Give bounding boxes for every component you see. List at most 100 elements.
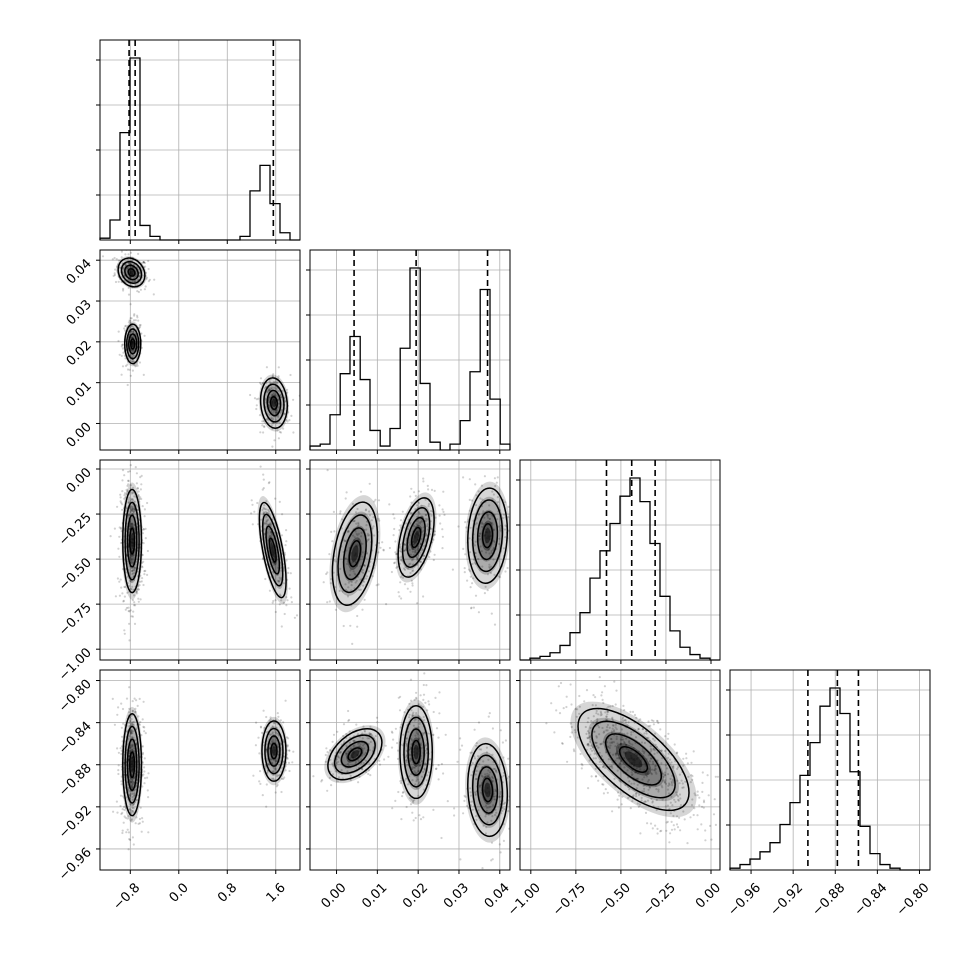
scatter-point <box>419 521 422 524</box>
scatter-point <box>661 772 665 776</box>
scatter-point <box>131 349 134 352</box>
histogram-panel-2 <box>516 459 721 661</box>
panel-0-3-mode-1-contour-1 <box>267 735 281 767</box>
scatter-point <box>677 766 680 769</box>
scatter-point <box>137 588 140 591</box>
scatter-point <box>665 767 669 770</box>
scatter-point <box>680 779 683 782</box>
scatter-point <box>343 539 346 543</box>
scatter-point <box>664 774 667 777</box>
scatter-point <box>618 794 621 797</box>
scatter-point <box>486 589 489 592</box>
scatter-point <box>142 261 145 264</box>
scatter-point <box>483 475 486 478</box>
scatter-point <box>136 364 139 367</box>
scatter-point <box>495 769 498 772</box>
scatter-point <box>131 523 134 526</box>
scatter-point <box>492 539 495 542</box>
scatter-point <box>469 526 472 529</box>
scatter-point <box>358 744 361 748</box>
scatter-point <box>633 771 637 774</box>
scatter-point <box>121 503 124 506</box>
scatter-point <box>278 430 281 434</box>
scatter-point <box>419 560 422 564</box>
scatter-point <box>130 723 133 726</box>
scatter-point <box>502 774 505 777</box>
scatter-point <box>122 821 125 824</box>
scatter-point <box>469 586 472 589</box>
scatter-point <box>132 360 135 363</box>
y-axis-3-tick-label-3: −0.84 <box>56 719 95 758</box>
scatter-point <box>131 745 134 748</box>
scatter-point <box>587 787 590 790</box>
scatter-point <box>132 330 135 333</box>
scatter-point <box>478 784 481 787</box>
scatter-point <box>611 716 614 719</box>
scatter-point <box>425 513 428 517</box>
scatter-point <box>264 522 267 525</box>
scatter-point <box>270 424 273 427</box>
scatter-point <box>137 597 140 600</box>
panel-0-3-mode-1-contour-0 <box>270 742 278 760</box>
scatter-point <box>373 500 376 503</box>
scatter-point <box>668 807 671 810</box>
scatter-point <box>266 390 269 393</box>
scatter-point <box>493 477 496 480</box>
scatter-point <box>142 700 145 703</box>
scatter-point <box>367 742 370 746</box>
scatter-point <box>624 719 627 722</box>
scatter-point <box>477 557 480 561</box>
histogram-1-frame <box>309 249 511 451</box>
scatter-point <box>600 694 603 697</box>
scatter-point <box>265 749 268 752</box>
scatter-point <box>132 569 135 572</box>
scatter-point <box>329 582 332 585</box>
scatter-point <box>615 735 618 738</box>
scatter-point <box>141 532 144 535</box>
scatter-point <box>603 685 607 688</box>
scatter-point <box>599 742 602 746</box>
scatter-point <box>356 534 359 537</box>
scatter-point <box>129 719 132 723</box>
scatter-point <box>433 533 436 537</box>
scatter-point <box>119 526 123 529</box>
scatter-point <box>250 499 253 502</box>
scatter-point <box>127 258 130 261</box>
scatter-point <box>588 759 591 762</box>
scatter-point <box>663 780 667 784</box>
scatter-point <box>425 534 428 537</box>
scatter-point <box>402 733 405 736</box>
scatter-point <box>672 824 675 827</box>
scatter-point <box>474 815 478 818</box>
scatter-point <box>465 804 469 807</box>
scatter-point <box>615 752 618 756</box>
scatter-point <box>659 830 662 833</box>
scatter-point <box>488 548 491 551</box>
scatter-point <box>277 416 280 419</box>
panel-0-1-plot-area <box>101 250 300 448</box>
scatter-point <box>677 798 680 801</box>
scatter-point <box>503 801 507 804</box>
scatter-point <box>565 695 568 698</box>
scatter-point <box>271 601 274 604</box>
scatter-point <box>606 723 610 727</box>
scatter-point <box>361 754 364 757</box>
scatter-point <box>121 490 124 493</box>
scatter-point <box>281 766 284 770</box>
scatter-point <box>120 812 123 816</box>
panel-2-3-mode-0-contour-2 <box>591 720 676 799</box>
scatter-point <box>125 796 128 799</box>
scatter-point <box>634 771 637 774</box>
scatter-point <box>132 572 135 575</box>
scatter-point <box>605 715 608 718</box>
scatter-point <box>494 813 497 817</box>
scatter-point <box>413 770 416 773</box>
scatter-point <box>482 510 485 513</box>
scatter-point <box>674 800 677 804</box>
scatter-point <box>606 791 609 794</box>
scatter-point <box>286 391 289 394</box>
scatter-point <box>138 498 141 501</box>
scatter-point <box>437 764 440 767</box>
scatter-point <box>331 773 335 776</box>
scatter-point <box>617 806 621 809</box>
